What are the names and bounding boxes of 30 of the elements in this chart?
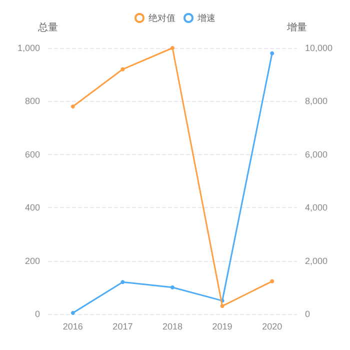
y2-tick-label: 2,000	[305, 256, 328, 266]
point	[270, 51, 274, 56]
y-tick-label: 0	[34, 309, 40, 319]
x-tick-label: 2017	[112, 322, 133, 332]
legend-label: 增速	[196, 13, 216, 23]
point	[70, 104, 75, 109]
y2-axis-title: 增量	[286, 22, 307, 34]
y2-tick-label: 6,000	[305, 149, 328, 160]
point	[270, 279, 274, 284]
y-tick-label: 1,000	[17, 43, 40, 53]
y2-tick-label: 10,000	[305, 43, 333, 53]
point	[170, 46, 174, 50]
point	[220, 304, 224, 308]
point	[70, 310, 75, 315]
point	[120, 67, 125, 72]
y-tick-label: 200	[24, 256, 40, 266]
y-tick-label: 400	[24, 202, 40, 213]
x-tick-label: 2019	[212, 322, 232, 332]
x-tick-label: 2018	[162, 322, 183, 332]
y-tick-label: 600	[24, 149, 40, 160]
y-axis-title: 总量	[37, 22, 58, 34]
x-tick-label: 2016	[62, 322, 83, 332]
y2-tick-label: 4,000	[305, 202, 328, 213]
legend-label: 绝对值	[148, 13, 176, 23]
point	[120, 280, 125, 284]
y-tick-label: 800	[24, 96, 40, 106]
x-tick-label: 2020	[262, 322, 282, 332]
y2-tick-label: 8,000	[305, 96, 328, 106]
point	[170, 285, 174, 290]
y2-tick-label: 0	[305, 309, 310, 319]
